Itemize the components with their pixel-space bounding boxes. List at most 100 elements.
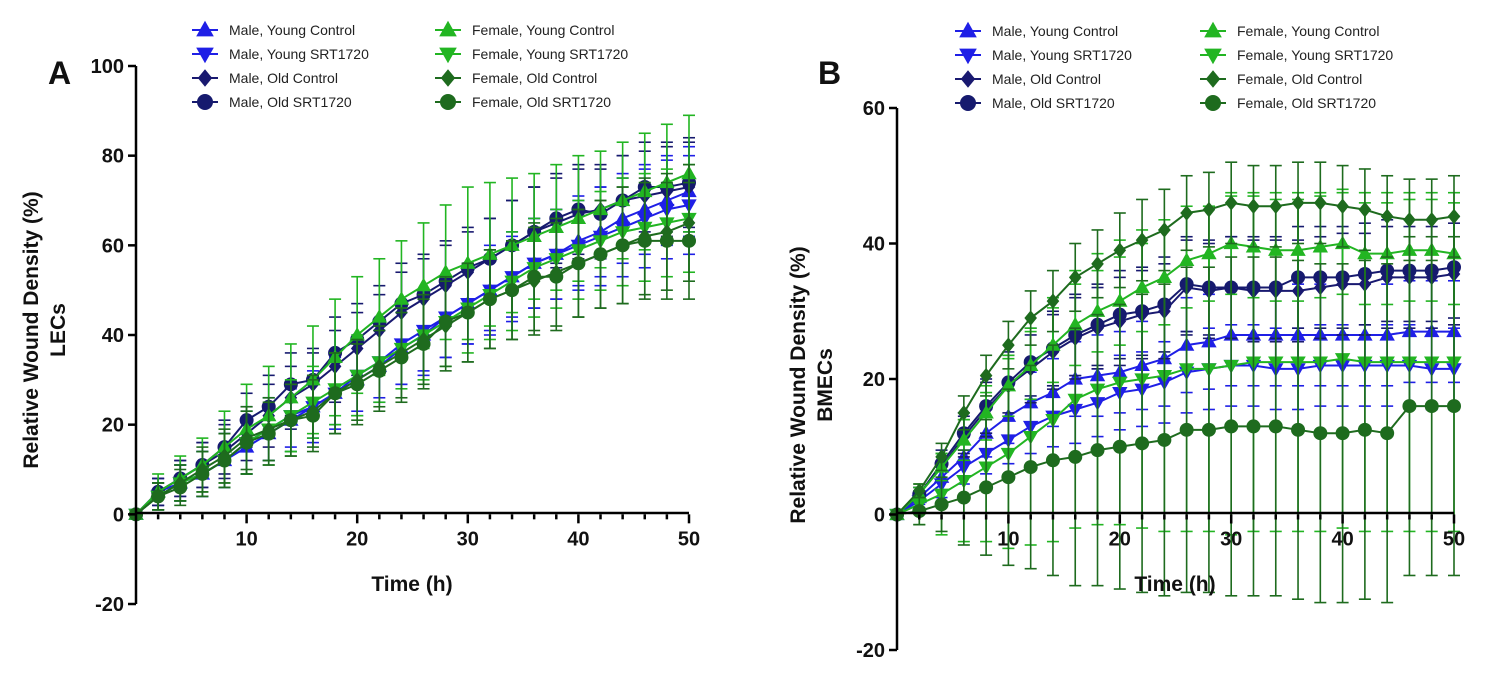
- series-b-male-old-srt1720: [890, 215, 1461, 522]
- x-ticks-a: 10 20 30 40 50: [156, 514, 700, 550]
- legend-item-a-male-old-srt1720-label: Male, Old SRT1720: [229, 94, 352, 110]
- series-a-female-young-control-point-13: [415, 277, 432, 292]
- series-a-female-old-srt1720-point-20: [571, 256, 586, 271]
- series-b-female-old-srt1720-point-2: [934, 497, 949, 512]
- series-a-female-old-srt1720-point-21: [593, 247, 608, 262]
- legend-item-b-male-young-srt1720-label: Male, Young SRT1720: [992, 47, 1132, 63]
- series-a-female-old-srt1720-point-16: [482, 292, 497, 307]
- y-tick-label-b-0: 0: [874, 505, 885, 527]
- y-tick-label-a--20: -20: [95, 594, 124, 616]
- y-tick-label-a-60: 60: [102, 235, 124, 257]
- plot-area-a: [128, 114, 697, 523]
- legend-item-b-female-old-srt1720: Female, Old SRT1720: [1200, 95, 1376, 111]
- series-b-female-old-control-point-17: [1269, 198, 1283, 214]
- x-tick-label-a-30: 30: [457, 528, 479, 550]
- legend-item-b-male-old-control-label: Male, Old Control: [992, 71, 1101, 87]
- series-a-male-old-srt1720: [129, 136, 696, 522]
- series-b-female-old-srt1720-point-19: [1313, 426, 1328, 441]
- legend-item-a-female-young-control-label: Female, Young Control: [472, 22, 614, 38]
- y-axis-title-b-line2: BMECs: [814, 348, 837, 422]
- series-a-female-young-control-point-10: [349, 326, 365, 341]
- legend-item-b-female-young-control-label: Female, Young Control: [1237, 23, 1379, 39]
- x-tick-label-b-30: 30: [1220, 529, 1242, 551]
- series-a-female-old-srt1720-point-25: [682, 233, 696, 248]
- x-axis-title-b: Time (h): [1134, 573, 1215, 596]
- series-b-female-old-control-point-9: [1091, 256, 1104, 272]
- series-a-female-old-srt1720-point-4: [217, 453, 232, 468]
- y-tick-label-a-40: 40: [102, 325, 124, 347]
- series-a-female-old-srt1720-point-24: [659, 233, 674, 248]
- series-b-female-old-control-point-3: [957, 405, 971, 421]
- x-axis-title-a: Time (h): [371, 573, 452, 596]
- series-b-female-old-srt1720-point-8: [1068, 449, 1083, 464]
- y-tick-label-b--20: -20: [856, 640, 885, 662]
- y-tick-label-a-0: 0: [113, 504, 124, 526]
- series-a-female-old-srt1720-point-15: [460, 305, 475, 320]
- series-a-female-old-srt1720-point-13: [416, 336, 431, 351]
- legend-item-a-female-young-control-marker: [439, 20, 457, 37]
- y-tick-label-b-20: 20: [863, 369, 885, 391]
- series-b-female-old-srt1720-point-17: [1268, 419, 1283, 434]
- series-a-female-old-srt1720-point-5: [239, 435, 254, 450]
- legend-item-b-male-old-control: Male, Old Control: [955, 70, 1101, 88]
- legend-item-a-male-old-control-marker: [197, 69, 213, 87]
- series-b-female-old-control-point-16: [1247, 198, 1260, 214]
- series-a-female-old-srt1720-point-2: [173, 480, 188, 495]
- series-b-female-old-srt1720-point-21: [1357, 422, 1372, 437]
- series-a-female-young-srt1720: [128, 163, 697, 523]
- x-ticks-b: 10 20 30 40 50: [918, 514, 1465, 551]
- legend-item-b-male-young-control-marker: [959, 21, 977, 38]
- legend-item-a-female-old-control: Female, Old Control: [435, 69, 597, 87]
- y-tick-label-a-100: 100: [91, 56, 124, 78]
- series-b-female-old-srt1720-point-5: [1001, 470, 1016, 485]
- series-a-female-old-srt1720-point-9: [328, 386, 343, 401]
- series-b-female-young-control-line: [896, 242, 1455, 516]
- series-b-female-old-srt1720-point-6: [1023, 460, 1038, 475]
- series-b-female-old-srt1720-point-12: [1157, 432, 1172, 447]
- series-b-female-old-control-point-13: [1180, 205, 1193, 221]
- series-b-female-old-srt1720-point-4: [979, 480, 994, 495]
- series-b-female-old-srt1720-point-24: [1424, 399, 1439, 414]
- series-a-female-old-srt1720: [129, 181, 696, 522]
- series-b-female-old-srt1720-point-22: [1380, 426, 1395, 441]
- legend-item-a-male-young-control-label: Male, Young Control: [229, 22, 355, 38]
- series-b-female-old-control-point-10: [1113, 242, 1127, 258]
- x-tick-label-b-40: 40: [1331, 529, 1353, 551]
- legend-item-b-female-young-srt1720: Female, Young SRT1720: [1200, 47, 1393, 65]
- series-b-female-old-control-point-24: [1425, 212, 1439, 228]
- legend-item-a-female-old-srt1720-marker: [440, 94, 456, 110]
- x-tick-label-a-20: 20: [346, 528, 368, 550]
- y-tick-label-a-80: 80: [102, 146, 124, 168]
- series-a-female-old-srt1720-point-3: [195, 466, 210, 481]
- series-a-female-old-srt1720-point-17: [505, 283, 520, 298]
- legend-item-b-male-old-control-marker: [960, 70, 976, 88]
- series-a-male-old-control: [129, 141, 696, 523]
- legend-item-a-male-old-srt1720: Male, Old SRT1720: [192, 94, 352, 110]
- legend-item-b-female-young-control-marker: [1204, 21, 1222, 38]
- series-b-female-old-control-point-22: [1380, 208, 1394, 225]
- y-tick-label-b-60: 60: [863, 98, 885, 120]
- series-b-female-old-control-point-14: [1202, 201, 1216, 218]
- y-axis-title-b-line1: Relative Wound Density (%): [787, 246, 810, 523]
- series-a-female-young-control-point-11: [371, 309, 388, 323]
- series-a-female-old-srt1720-point-1: [151, 489, 166, 504]
- legend-item-a-male-young-srt1720: Male, Young SRT1720: [192, 46, 369, 64]
- series-b-female-old-srt1720-line: [896, 405, 1454, 516]
- legend-item-b-male-old-srt1720-label: Male, Old SRT1720: [992, 95, 1115, 111]
- legend-item-a-female-young-srt1720: Female, Young SRT1720: [435, 46, 628, 64]
- series-a-female-old-control: [129, 163, 696, 523]
- series-a-female-old-srt1720-point-10: [350, 377, 365, 392]
- y-ticks-b: -20 0 20 40 60: [856, 98, 897, 662]
- legend-item-a-female-old-srt1720-label: Female, Old SRT1720: [472, 94, 611, 110]
- legend-item-a-male-old-control: Male, Old Control: [192, 69, 338, 87]
- plot-area-b: [889, 161, 1462, 604]
- series-b-female-old-srt1720-point-3: [956, 490, 971, 505]
- series-b-female-old-control: [890, 161, 1461, 523]
- y-tick-label-b-40: 40: [863, 234, 885, 256]
- series-a-female-old-srt1720-point-23: [637, 233, 652, 248]
- legend-item-b-female-old-control-label: Female, Old Control: [1237, 71, 1362, 87]
- legend-item-a-male-young-srt1720-label: Male, Young SRT1720: [229, 46, 369, 62]
- panel-a: A Male, Young Control Male, Young SRT1720…: [20, 20, 700, 616]
- legend-item-a-male-young-control-marker: [196, 20, 214, 37]
